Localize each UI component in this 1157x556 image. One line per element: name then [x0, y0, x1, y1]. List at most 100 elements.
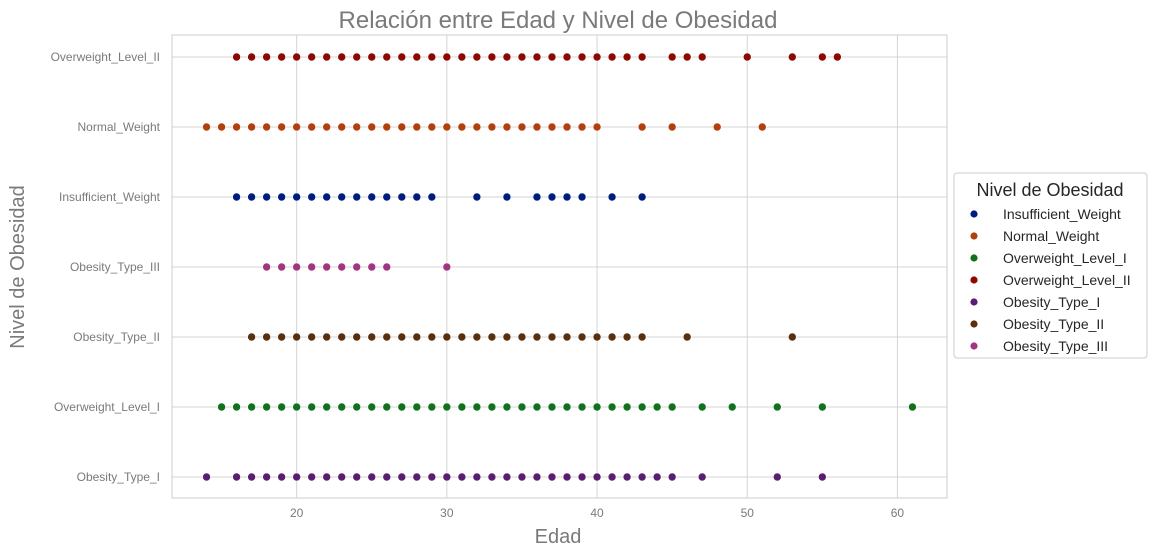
data-point — [412, 192, 422, 202]
data-point — [412, 472, 422, 482]
data-point — [547, 122, 557, 132]
legend-items: Insufficient_Weight Normal_Weight Overweig… — [970, 206, 1131, 354]
data-point — [577, 402, 587, 412]
x-tick-label: 50 — [741, 506, 755, 520]
data-point — [352, 332, 362, 342]
data-point — [337, 402, 347, 412]
data-point — [382, 262, 392, 272]
data-point — [232, 192, 241, 202]
legend-label: Obesity_Type_II — [1003, 316, 1104, 332]
data-point — [547, 472, 557, 482]
series-obesity-type-iii — [262, 262, 452, 272]
y-tick-label: Obesity_Type_II — [73, 330, 160, 344]
series-overweight-level-i — [217, 402, 917, 412]
data-point — [502, 192, 512, 202]
data-point — [487, 122, 497, 132]
data-point — [577, 332, 587, 342]
data-point — [352, 402, 362, 412]
data-point — [247, 402, 256, 412]
y-axis-label: Nivel de Obesidad — [7, 185, 29, 348]
legend-marker — [970, 342, 978, 350]
data-point — [292, 52, 301, 62]
legend-label: Obesity_Type_III — [1003, 338, 1108, 354]
data-point — [562, 332, 572, 342]
plot-area — [171, 34, 948, 499]
y-tick-label: Obesity_Type_III — [70, 260, 160, 274]
data-point — [427, 52, 437, 62]
data-point — [442, 262, 452, 272]
data-point — [382, 52, 392, 62]
data-points — [202, 52, 917, 482]
data-point — [547, 332, 557, 342]
data-point — [427, 402, 437, 412]
data-point — [232, 472, 241, 482]
data-point — [667, 472, 677, 482]
data-point — [367, 52, 377, 62]
data-point — [622, 402, 632, 412]
data-point — [247, 332, 256, 342]
y-tick-labels: Overweight_Level_II Normal_Weight Insuffic… — [51, 50, 161, 484]
data-point — [277, 192, 286, 202]
data-point — [682, 52, 692, 62]
data-point — [322, 332, 331, 342]
data-point — [427, 472, 437, 482]
legend-title: Nivel de Obesidad — [976, 180, 1123, 200]
data-point — [562, 402, 572, 412]
legend-marker — [970, 276, 978, 284]
chart-title: Relación entre Edad y Nivel de Obesidad — [339, 7, 778, 34]
x-tick-label: 60 — [891, 506, 905, 520]
data-point — [442, 332, 452, 342]
data-point — [412, 52, 422, 62]
data-point — [367, 332, 377, 342]
data-point — [622, 332, 632, 342]
x-tick-labels: 20 30 40 50 60 — [290, 506, 904, 520]
data-point — [652, 402, 662, 412]
data-point — [232, 52, 241, 62]
legend-marker — [970, 232, 978, 240]
data-point — [352, 122, 362, 132]
data-point — [697, 472, 707, 482]
data-point — [908, 402, 917, 412]
data-point — [232, 122, 241, 132]
data-point — [382, 332, 392, 342]
series-obesity-type-i — [202, 472, 827, 482]
data-point — [277, 472, 286, 482]
data-point — [262, 332, 271, 342]
data-point — [592, 122, 602, 132]
data-point — [532, 192, 542, 202]
data-point — [502, 472, 512, 482]
data-point — [232, 402, 241, 412]
data-point — [652, 472, 662, 482]
x-tick-label: 40 — [590, 506, 604, 520]
data-point — [562, 52, 572, 62]
data-point — [818, 402, 827, 412]
data-point — [382, 472, 392, 482]
data-point — [607, 52, 617, 62]
data-point — [577, 192, 587, 202]
data-point — [277, 122, 286, 132]
data-point — [247, 472, 256, 482]
data-point — [322, 402, 331, 412]
data-point — [322, 262, 331, 272]
data-point — [577, 122, 587, 132]
data-point — [262, 192, 271, 202]
data-point — [667, 122, 677, 132]
data-point — [367, 122, 377, 132]
data-point — [487, 52, 497, 62]
legend-marker — [970, 210, 978, 218]
data-point — [397, 192, 407, 202]
data-point — [592, 402, 602, 412]
data-point — [337, 122, 347, 132]
data-point — [502, 332, 512, 342]
data-point — [592, 472, 602, 482]
data-point — [472, 192, 482, 202]
data-point — [322, 192, 331, 202]
data-point — [532, 332, 542, 342]
data-point — [637, 332, 647, 342]
data-point — [397, 472, 407, 482]
legend-marker — [970, 298, 978, 306]
data-point — [562, 472, 572, 482]
legend: Nivel de Obesidad Insufficient_Weight Nor… — [953, 172, 1148, 359]
legend-label: Insufficient_Weight — [1003, 206, 1121, 222]
data-point — [457, 472, 467, 482]
